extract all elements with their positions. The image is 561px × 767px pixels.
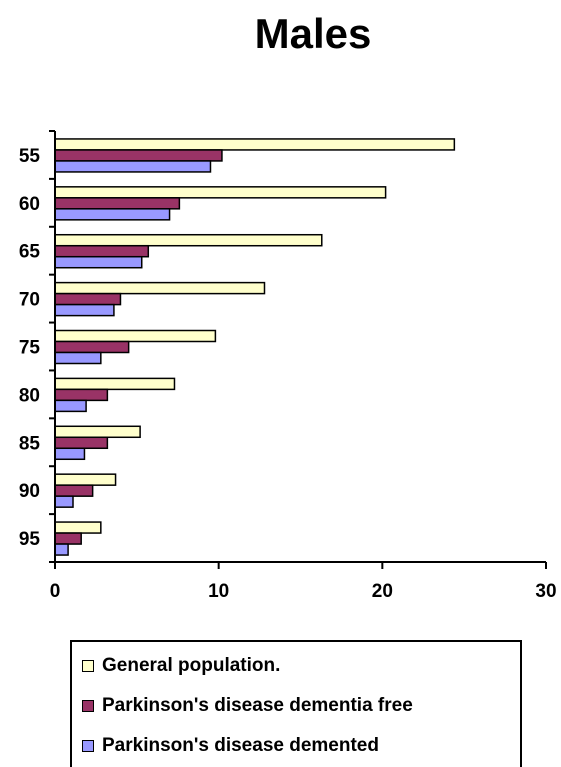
bar-80-series-2	[54, 399, 87, 413]
bar-75-series-0	[54, 329, 217, 343]
bar-55-series-0	[54, 138, 456, 151]
x-tick-label-10: 10	[208, 581, 229, 602]
bar-70-series-0	[54, 281, 266, 295]
bar-85-series-2	[54, 447, 86, 461]
x-tick-label-20: 20	[372, 581, 393, 602]
bar-75-series-1	[54, 340, 130, 354]
legend-swatch-pd-demented	[82, 740, 94, 752]
bar-65-series-2	[54, 255, 143, 269]
bar-70-series-1	[54, 292, 122, 306]
legend: General population. Parkinson's disease …	[70, 640, 522, 767]
bar-95-series-0	[54, 521, 102, 534]
bar-80-series-1	[54, 388, 109, 402]
y-tick-label-80: 80	[19, 385, 40, 406]
y-tick-label-60: 60	[19, 194, 40, 215]
y-tick-label-75: 75	[19, 338, 41, 359]
bar-60-series-0	[54, 186, 387, 199]
chart: Males 55 60 65 70 75 80 85 90 95 0 10 20 30	[19, 10, 557, 602]
bar-70-series-2	[54, 303, 115, 317]
x-tick-label-30: 30	[535, 581, 556, 602]
bar-90-series-2	[54, 495, 74, 508]
legend-item-pd-dementia-free: Parkinson's disease dementia free	[82, 694, 413, 718]
x-tick-label-0: 0	[50, 581, 61, 602]
y-tick-label-70: 70	[19, 290, 40, 311]
y-tick-label-90: 90	[19, 481, 40, 502]
y-tick-label-55: 55	[19, 146, 41, 167]
chart-title: Males	[255, 10, 372, 57]
bar-60-series-1	[54, 197, 181, 210]
bar-95-series-2	[54, 543, 69, 556]
bar-85-series-0	[54, 425, 141, 439]
bar-90-series-0	[54, 473, 117, 486]
legend-item-general-population: General population.	[82, 654, 280, 678]
y-tick-label-85: 85	[19, 433, 41, 454]
legend-label-general-population: General population.	[102, 655, 281, 676]
legend-swatch-pd-dementia-free	[82, 700, 94, 712]
bar-55-series-1	[54, 149, 223, 162]
bar-60-series-2	[54, 208, 171, 221]
y-tick-label-65: 65	[19, 242, 41, 263]
bar-55-series-2	[54, 160, 212, 173]
bar-95-series-1	[54, 532, 82, 545]
bar-65-series-1	[54, 244, 150, 258]
legend-label-pd-dementia-free: Parkinson's disease dementia free	[102, 695, 413, 716]
legend-label-pd-demented: Parkinson's disease demented	[102, 735, 379, 756]
y-tick-label-95: 95	[19, 529, 41, 550]
bar-85-series-1	[54, 436, 109, 450]
legend-item-pd-demented: Parkinson's disease demented	[82, 734, 379, 758]
legend-swatch-general-population	[82, 660, 94, 672]
bar-65-series-0	[54, 233, 323, 247]
plot-area: 55 60 65 70 75 80 85 90 95 0 10 20 30	[19, 130, 557, 602]
bar-80-series-0	[54, 377, 176, 391]
bar-90-series-1	[54, 484, 94, 497]
bar-75-series-2	[54, 351, 102, 365]
